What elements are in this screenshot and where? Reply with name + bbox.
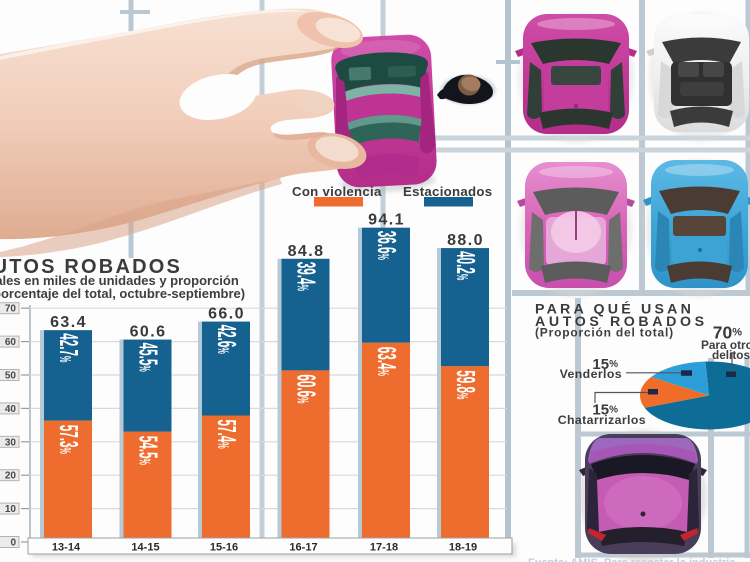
svg-text:15%: 15% — [592, 402, 618, 419]
svg-text:15%: 15% — [592, 356, 618, 373]
svg-text:15-16: 15-16 — [210, 542, 238, 554]
svg-text:63.4: 63.4 — [50, 314, 87, 331]
svg-text:Chatarrizarlos: Chatarrizarlos — [558, 413, 646, 427]
svg-text:tales en miles de unidades y p: tales en miles de unidades y proporción — [0, 273, 239, 288]
svg-text:Fuente: AMIS. Para rescatar la: Fuente: AMIS. Para rescatar la industria — [528, 557, 736, 562]
svg-text:10: 10 — [5, 504, 17, 515]
svg-text:PARA QUÉ USAN: PARA QUÉ USAN — [535, 301, 694, 318]
svg-text:16-17: 16-17 — [289, 542, 317, 554]
svg-text:88.0: 88.0 — [447, 232, 484, 249]
svg-text:Venderlos: Venderlos — [560, 367, 622, 381]
svg-text:(Proporción del total): (Proporción del total) — [535, 326, 674, 340]
svg-text:AUTOS ROBADOS: AUTOS ROBADOS — [535, 314, 708, 330]
svg-text:84.8: 84.8 — [288, 243, 325, 260]
svg-text:porcentaje del total, octubre-: porcentaje del total, octubre-septiembre… — [0, 286, 245, 301]
svg-text:AUTOS ROBADOS: AUTOS ROBADOS — [0, 256, 182, 278]
svg-text:60.6: 60.6 — [130, 324, 167, 341]
svg-text:18-19: 18-19 — [449, 542, 477, 554]
svg-text:Para otros: Para otros — [701, 338, 750, 352]
svg-text:57.3%: 57.3% — [54, 425, 82, 454]
svg-text:Con violencia: Con violencia — [292, 184, 382, 199]
svg-text:20: 20 — [5, 471, 17, 482]
svg-text:40: 40 — [5, 404, 17, 415]
svg-text:Estacionados: Estacionados — [403, 184, 492, 199]
svg-text:13-14: 13-14 — [52, 542, 81, 554]
svg-text:70%: 70% — [713, 323, 742, 343]
svg-text:60: 60 — [5, 337, 17, 348]
svg-text:17-18: 17-18 — [370, 542, 398, 554]
svg-text:70: 70 — [5, 304, 17, 315]
svg-text:50: 50 — [5, 371, 17, 382]
svg-text:0: 0 — [10, 538, 16, 549]
svg-text:14-15: 14-15 — [131, 542, 159, 554]
svg-text:94.1: 94.1 — [368, 212, 405, 229]
svg-text:30: 30 — [5, 437, 17, 448]
svg-text:delitos: delitos — [712, 348, 750, 362]
svg-text:66.0: 66.0 — [208, 306, 245, 323]
